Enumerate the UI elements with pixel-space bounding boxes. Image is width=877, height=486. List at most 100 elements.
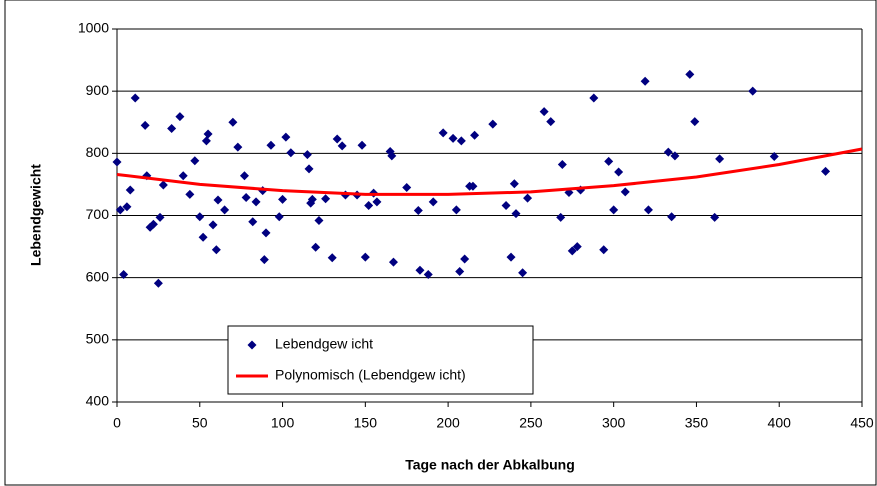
data-point bbox=[274, 212, 284, 222]
data-point bbox=[511, 209, 521, 219]
x-tick-label: 300 bbox=[602, 415, 626, 431]
data-point bbox=[155, 212, 165, 222]
data-point bbox=[523, 193, 533, 203]
data-point bbox=[321, 194, 331, 204]
data-point bbox=[327, 253, 337, 263]
x-tick-label: 150 bbox=[354, 415, 378, 431]
data-point bbox=[609, 205, 619, 215]
y-tick-label: 700 bbox=[86, 206, 110, 222]
y-tick-label: 1000 bbox=[78, 20, 109, 36]
data-point bbox=[620, 187, 630, 197]
data-point bbox=[140, 120, 150, 130]
data-point bbox=[364, 201, 374, 211]
data-point bbox=[387, 151, 397, 161]
data-point bbox=[314, 215, 324, 225]
data-point bbox=[488, 119, 498, 129]
data-point bbox=[241, 192, 251, 202]
data-point bbox=[539, 107, 549, 117]
data-point bbox=[470, 130, 480, 140]
data-point bbox=[413, 206, 423, 216]
data-point bbox=[640, 76, 650, 86]
data-point bbox=[112, 157, 122, 167]
data-point bbox=[402, 183, 412, 193]
data-point bbox=[278, 194, 288, 204]
x-axis-title: Tage nach der Abkalbung bbox=[405, 457, 575, 473]
data-point bbox=[710, 212, 720, 222]
data-point bbox=[468, 181, 478, 191]
data-point bbox=[208, 220, 218, 230]
data-point bbox=[307, 194, 317, 204]
data-point bbox=[415, 265, 425, 275]
data-point bbox=[259, 255, 269, 265]
data-point bbox=[501, 201, 511, 211]
data-point bbox=[388, 257, 398, 267]
data-point bbox=[715, 154, 725, 164]
data-point bbox=[130, 93, 140, 103]
data-point bbox=[248, 217, 258, 227]
y-tick-label: 500 bbox=[86, 331, 110, 347]
data-point bbox=[266, 140, 276, 150]
data-point bbox=[438, 128, 448, 138]
data-point bbox=[213, 195, 223, 205]
data-point bbox=[233, 142, 243, 152]
data-point bbox=[198, 232, 208, 242]
data-point bbox=[556, 212, 566, 222]
data-point bbox=[302, 150, 312, 160]
data-point bbox=[337, 141, 347, 151]
data-point bbox=[228, 117, 238, 127]
data-point bbox=[304, 164, 314, 174]
x-tick-label: 50 bbox=[192, 415, 208, 431]
data-point bbox=[195, 212, 205, 222]
x-tick-label: 400 bbox=[768, 415, 792, 431]
data-point bbox=[261, 228, 271, 238]
data-point bbox=[115, 205, 125, 215]
data-point bbox=[360, 252, 370, 262]
data-point bbox=[158, 180, 168, 190]
x-tick-label: 0 bbox=[113, 415, 121, 431]
data-point bbox=[690, 117, 700, 127]
data-point bbox=[372, 197, 382, 207]
data-point bbox=[663, 147, 673, 157]
data-point bbox=[667, 212, 677, 222]
data-point bbox=[448, 133, 458, 143]
y-axis-title: Lebendgewicht bbox=[28, 164, 44, 266]
x-tick-label: 250 bbox=[519, 415, 543, 431]
data-point bbox=[428, 197, 438, 207]
data-point bbox=[122, 202, 132, 212]
data-point bbox=[748, 86, 758, 96]
data-point bbox=[685, 69, 695, 79]
data-point bbox=[599, 245, 609, 255]
data-point bbox=[460, 254, 470, 264]
data-point bbox=[670, 151, 680, 161]
data-point bbox=[546, 117, 556, 127]
data-point bbox=[589, 93, 599, 103]
data-point bbox=[506, 252, 516, 262]
data-point bbox=[201, 136, 211, 146]
data-point bbox=[211, 245, 221, 255]
data-point bbox=[572, 242, 582, 252]
data-point bbox=[220, 205, 230, 215]
data-point bbox=[456, 136, 466, 146]
data-point bbox=[175, 112, 185, 122]
data-point bbox=[451, 205, 461, 215]
data-point bbox=[509, 179, 519, 189]
x-tick-label: 200 bbox=[436, 415, 460, 431]
legend-label: Lebendgew icht bbox=[275, 336, 373, 352]
legend-label: Polynomisch (Lebendgew icht) bbox=[275, 367, 466, 383]
data-point bbox=[821, 166, 831, 176]
data-point bbox=[455, 266, 465, 276]
data-point bbox=[311, 242, 321, 252]
data-point bbox=[125, 185, 135, 195]
data-point bbox=[286, 148, 296, 158]
data-point bbox=[119, 270, 129, 280]
x-tick-label: 100 bbox=[271, 415, 295, 431]
data-point bbox=[332, 134, 342, 144]
data-point bbox=[185, 189, 195, 199]
data-point bbox=[167, 123, 177, 133]
data-point bbox=[148, 219, 158, 229]
data-point bbox=[567, 246, 577, 256]
data-point bbox=[769, 151, 779, 161]
legend-marker bbox=[247, 340, 257, 350]
x-tick-label: 450 bbox=[850, 415, 874, 431]
